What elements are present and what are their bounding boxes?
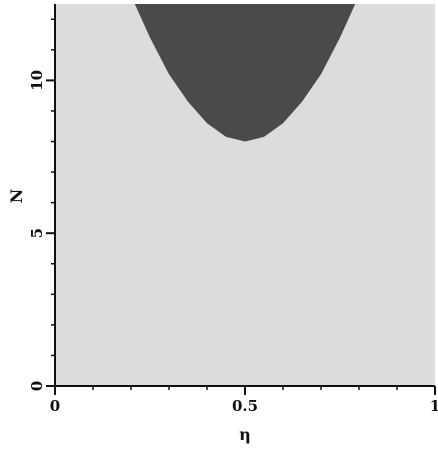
y-tick-label: 5 (28, 228, 46, 238)
x-tick-label: 1 (430, 397, 438, 415)
x-tick-label: 0 (50, 397, 60, 415)
y-axis-label: N (7, 189, 26, 204)
plot-area (55, 4, 435, 386)
y-tick-label: 10 (28, 70, 46, 91)
x-tick-label: 0.5 (232, 397, 258, 415)
y-tick-label: 0 (28, 381, 46, 391)
x-axis-label: η (239, 425, 251, 444)
